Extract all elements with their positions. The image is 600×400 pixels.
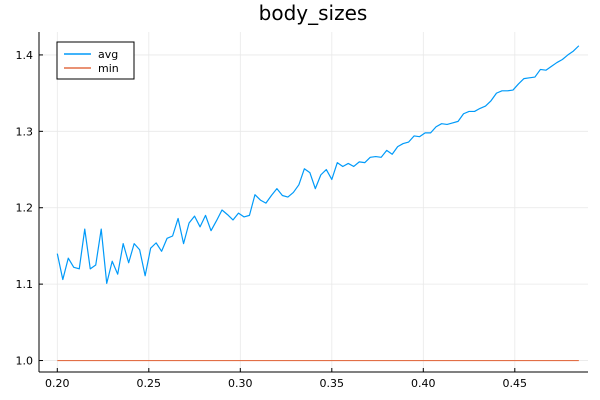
legend-label-avg: avg bbox=[98, 48, 118, 61]
x-tick-label: 0.40 bbox=[411, 377, 436, 390]
legend: avg min bbox=[56, 41, 135, 80]
legend-label-min: min bbox=[98, 62, 119, 75]
plot-series bbox=[56, 45, 580, 362]
y-tick-label: 1.1 bbox=[16, 278, 34, 291]
grid bbox=[39, 32, 588, 372]
legend-box bbox=[56, 41, 135, 80]
x-tick-label: 0.30 bbox=[228, 377, 253, 390]
y-tick-label: 1.3 bbox=[16, 125, 34, 138]
x-tick-label: 0.25 bbox=[137, 377, 162, 390]
x-tick-label: 0.20 bbox=[45, 377, 70, 390]
x-tick-label: 0.45 bbox=[503, 377, 528, 390]
x-tick-label: 0.35 bbox=[320, 377, 345, 390]
y-tick-label: 1.4 bbox=[16, 49, 34, 62]
series-line-avg bbox=[56, 45, 580, 284]
y-tick-label: 1.2 bbox=[16, 202, 34, 215]
chart-title: body_sizes bbox=[259, 1, 368, 25]
axes: 0.20 0.25 0.30 0.35 0.40 0.45 1.0 1.1 1.2 1.3 1.4 bbox=[16, 32, 588, 390]
y-tick-label: 1.0 bbox=[16, 355, 34, 368]
